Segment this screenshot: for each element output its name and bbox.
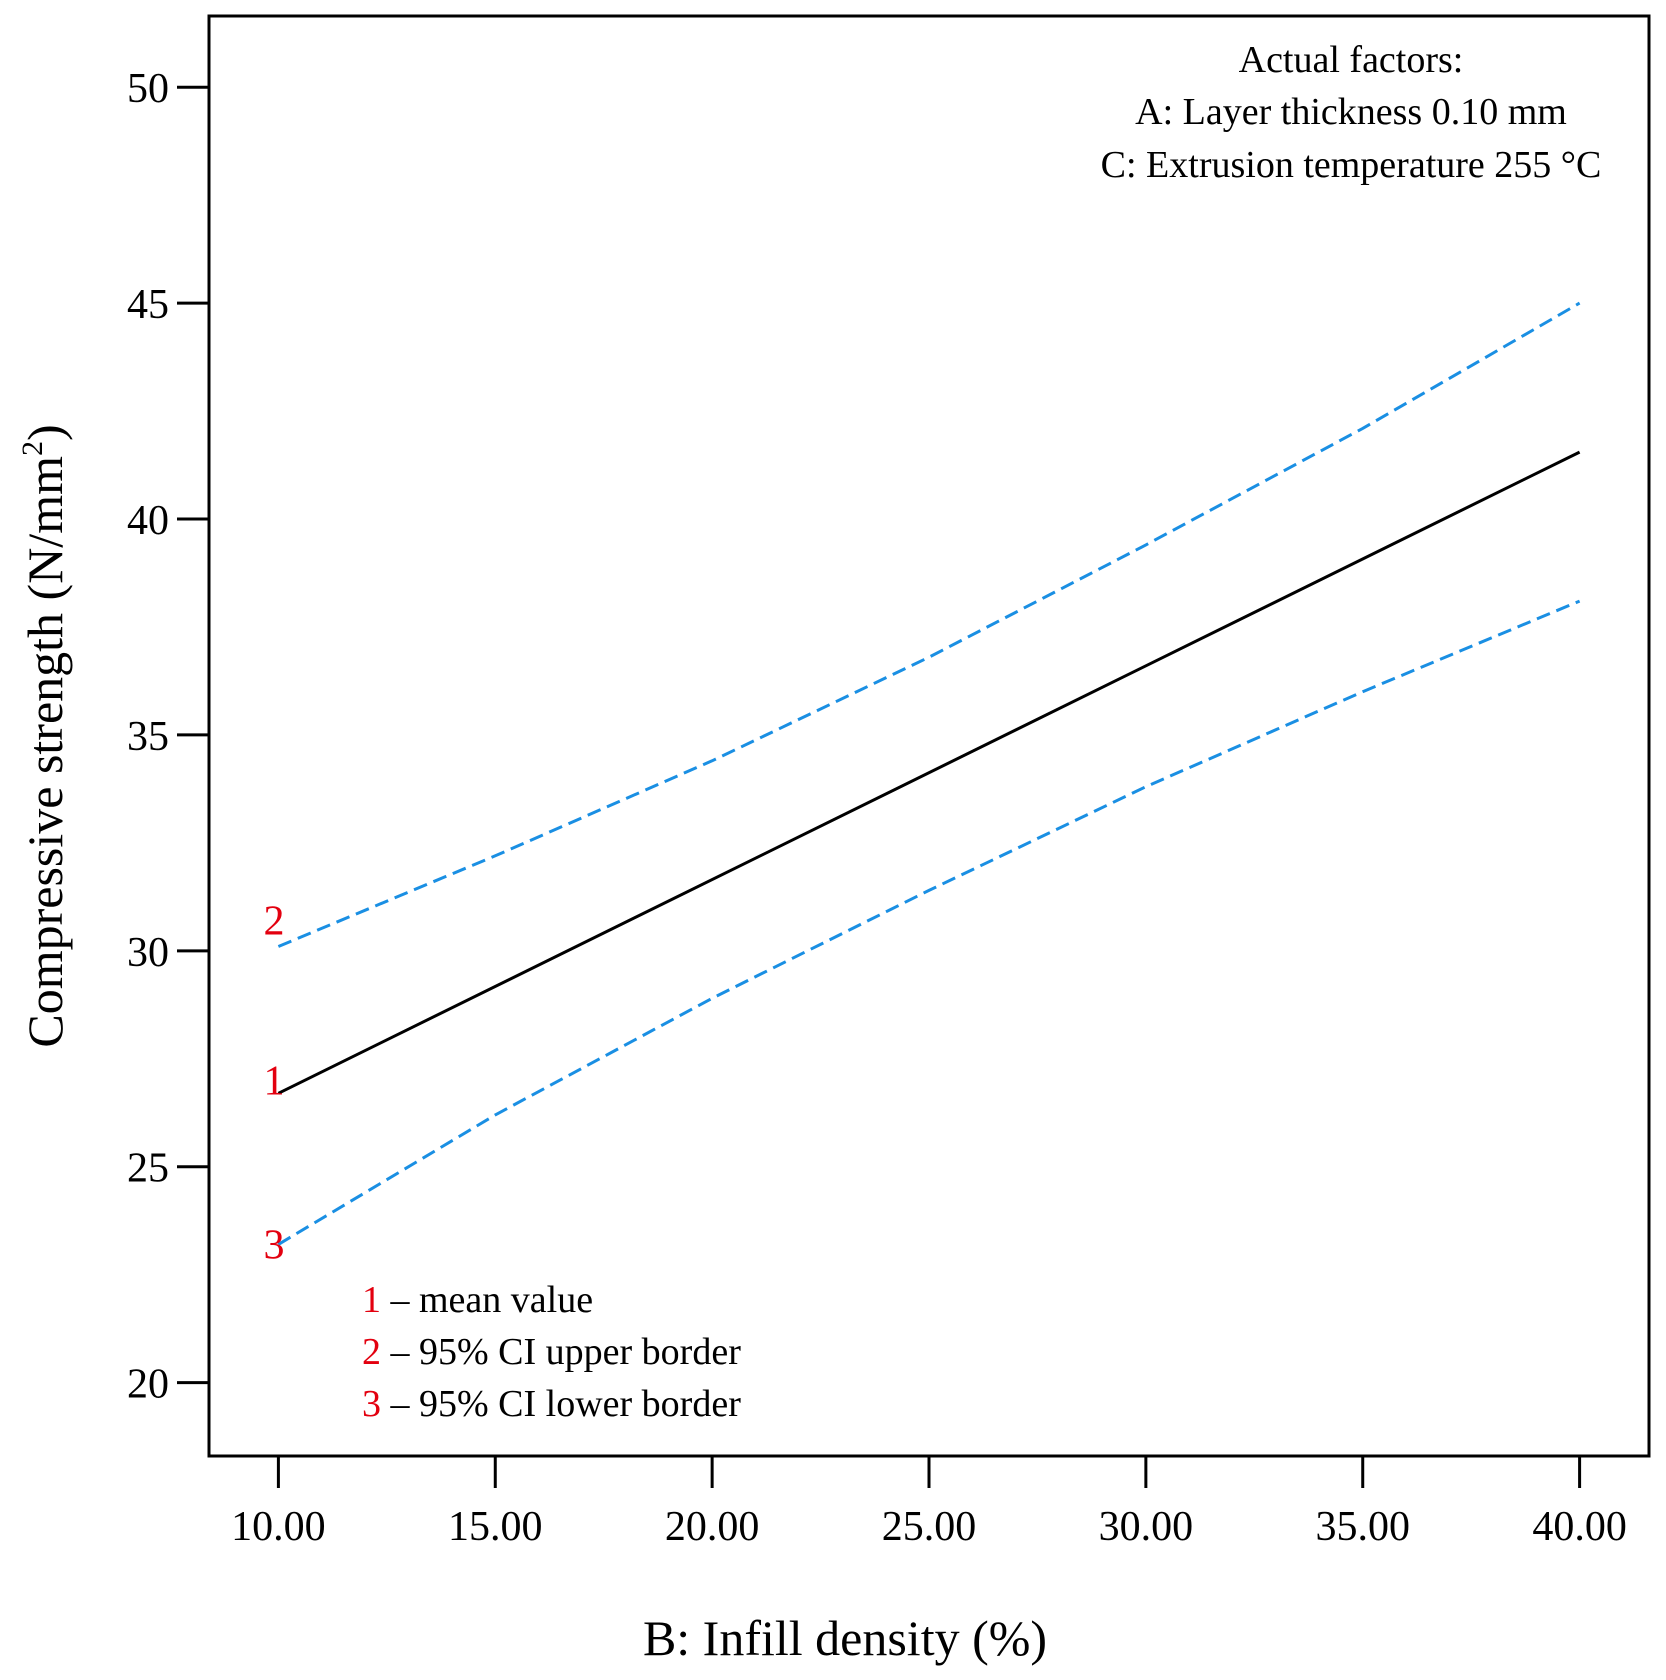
y-axis-title: Compressive strength (N/mm2) <box>16 424 73 1047</box>
y-tick-label: 30 <box>127 930 169 976</box>
series-line-ci-upper <box>277 301 1581 948</box>
series-line-ci-lower <box>277 599 1581 1246</box>
legend-number-1: 1 <box>362 1279 381 1321</box>
annotation-line-3: C: Extrusion temperature 255 °C <box>1101 144 1602 186</box>
legend-text-2: – 95% CI upper border <box>381 1331 741 1373</box>
x-axis-ticks: 10.00 15.00 20.00 25.00 30.00 35.00 40.00 <box>231 1456 1627 1550</box>
x-axis-title: B: Infill density (%) <box>643 1610 1047 1666</box>
x-tick-label: 35.00 <box>1315 1504 1410 1550</box>
x-tick-label: 30.00 <box>1099 1504 1194 1550</box>
legend-number-2: 2 <box>362 1331 381 1373</box>
x-tick-label: 25.00 <box>882 1504 977 1550</box>
x-tick-label: 20.00 <box>665 1504 760 1550</box>
y-tick-label: 40 <box>127 498 169 544</box>
series-line-mean <box>277 450 1581 1095</box>
y-axis-title-close: ) <box>17 424 73 441</box>
legend-text-1: – mean value <box>381 1279 593 1321</box>
x-tick-label: 15.00 <box>448 1504 543 1550</box>
annotation-line-1: Actual factors: <box>1239 39 1464 81</box>
actual-factors-annotation: Actual factors: A: Layer thickness 0.10 … <box>1101 39 1602 186</box>
y-tick-label: 20 <box>127 1362 169 1408</box>
y-axis-title-superscript: 2 <box>16 441 49 456</box>
x-tick-label: 40.00 <box>1532 1504 1627 1550</box>
legend-entry-upper: 2 – 95% CI upper border <box>362 1331 741 1373</box>
plot-frame <box>207 14 1651 1458</box>
annotation-line-2: A: Layer thickness 0.10 mm <box>1135 91 1567 133</box>
y-axis-title-main: Compressive strength (N/mm <box>17 456 73 1048</box>
x-tick-label: 10.00 <box>231 1504 326 1550</box>
line-markers: 1 2 3 <box>264 899 285 1269</box>
series-layer <box>277 301 1581 1246</box>
line-marker-2: 2 <box>264 899 285 945</box>
y-tick-label: 50 <box>127 66 169 112</box>
y-tick-label: 45 <box>127 282 169 328</box>
line-marker-1: 1 <box>264 1058 285 1104</box>
line-marker-3: 3 <box>264 1222 285 1268</box>
y-tick-label: 25 <box>127 1146 169 1192</box>
legend-number-3: 3 <box>362 1383 381 1425</box>
y-axis-ticks: 20 25 30 35 40 45 50 <box>127 66 209 1408</box>
legend: 1 – mean value 2 – 95% CI upper border 3… <box>362 1279 741 1425</box>
legend-entry-mean: 1 – mean value <box>362 1279 593 1321</box>
y-tick-label: 35 <box>127 714 169 760</box>
legend-entry-lower: 3 – 95% CI lower border <box>362 1383 741 1425</box>
legend-text-3: – 95% CI lower border <box>381 1383 741 1425</box>
